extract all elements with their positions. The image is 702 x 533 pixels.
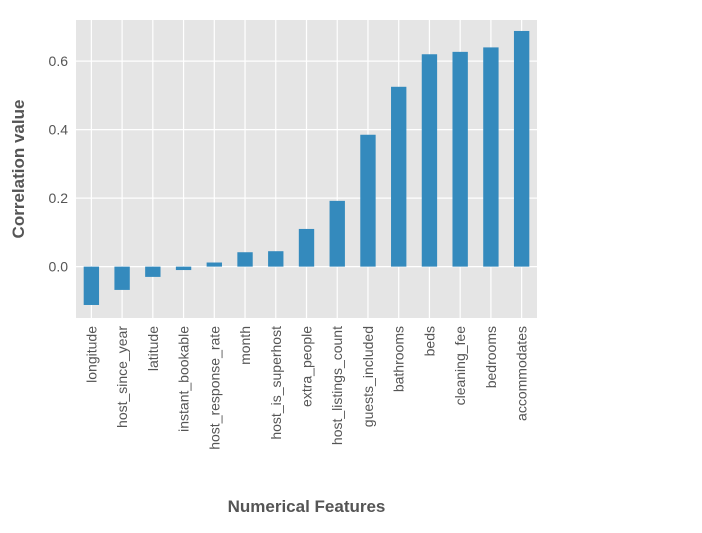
- bar-latitude: [145, 266, 161, 277]
- y-tick-label: 0.2: [49, 190, 69, 206]
- bar-cleaning-fee: [452, 51, 468, 267]
- bar-extra-people: [298, 228, 315, 267]
- x-axis-ticks: longitude host_since_year latitude instant_…: [83, 326, 529, 450]
- bar-accommodates: [513, 30, 530, 267]
- x-tick-label: host_since_year: [114, 326, 130, 428]
- bar-guests-included: [360, 134, 376, 267]
- bar-bathrooms: [391, 86, 407, 267]
- y-tick-label: 0.0: [49, 259, 69, 275]
- x-tick-label: cleaning_fee: [452, 326, 468, 406]
- x-tick-label: host_is_superhost: [268, 326, 284, 440]
- bar-instant-bookable: [175, 266, 192, 271]
- bars: [83, 30, 530, 305]
- x-axis-label: Numerical Features: [228, 497, 386, 516]
- x-tick-label: instant_bookable: [176, 326, 192, 432]
- x-tick-label: accommodates: [514, 326, 530, 421]
- x-tick-label: bathrooms: [391, 326, 407, 392]
- x-tick-label: guests_included: [360, 326, 376, 427]
- y-axis-label: Correlation value: [9, 100, 28, 239]
- x-tick-label: longitude: [83, 326, 99, 383]
- bar-beds: [421, 54, 438, 267]
- x-tick-label: beds: [421, 326, 437, 356]
- y-tick-label: 0.6: [49, 53, 69, 69]
- x-tick-label: month: [237, 326, 253, 365]
- x-tick-label: host_response_rate: [206, 326, 222, 450]
- x-tick-label: host_listings_count: [329, 326, 345, 445]
- bar-longitude: [83, 266, 100, 305]
- x-tick-label: bedrooms: [483, 326, 499, 388]
- bar-month: [237, 252, 253, 267]
- y-tick-label: 0.4: [49, 122, 69, 138]
- x-tick-label: extra_people: [299, 326, 315, 407]
- bar-host-listings-count: [329, 200, 345, 267]
- bar-host-since-year: [114, 266, 130, 290]
- x-tick-label: latitude: [145, 326, 161, 371]
- y-axis-ticks: 0.0 0.2 0.4 0.6: [49, 53, 69, 275]
- bar-host-response-rate: [206, 262, 222, 267]
- bar-bedrooms: [483, 47, 499, 267]
- bar-host-is-superhost: [268, 251, 284, 267]
